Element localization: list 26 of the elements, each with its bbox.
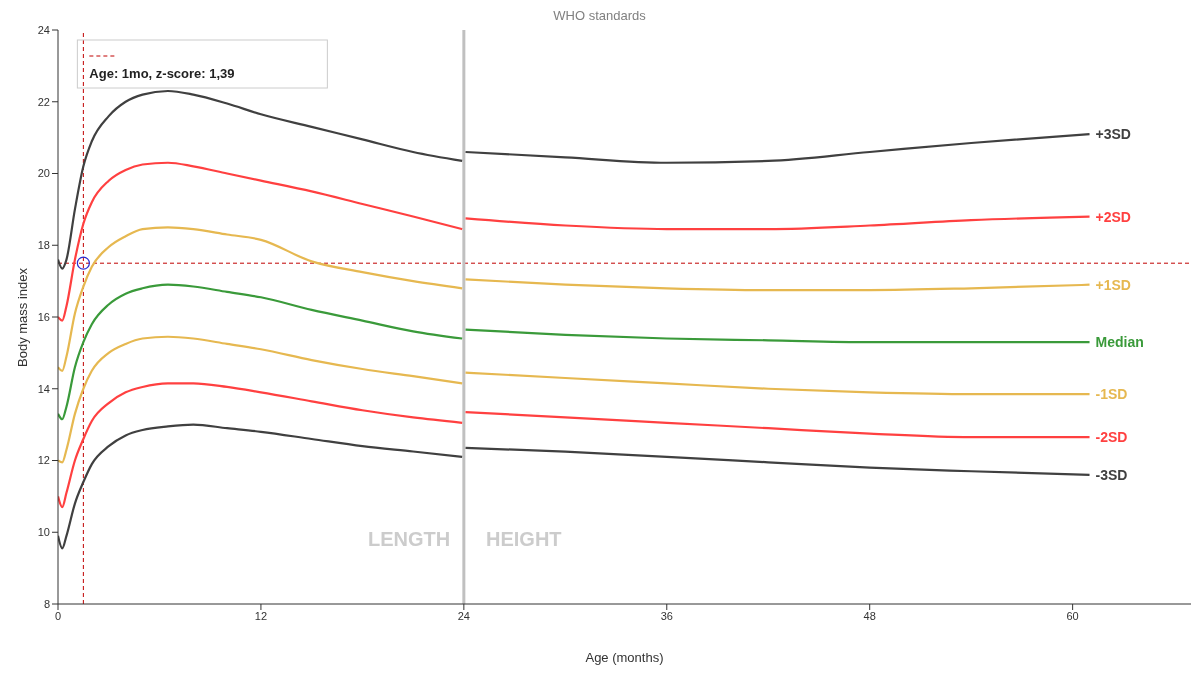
- chart-title: WHO standards: [552, 8, 647, 23]
- x-tick-label: 0: [54, 609, 62, 622]
- y-tick-label: 22: [37, 95, 50, 108]
- y-tick-label: 8: [43, 597, 50, 610]
- y-tick-label: 24: [37, 23, 50, 36]
- y-tick-label: 16: [37, 310, 50, 323]
- series-label: -3SD: [1095, 466, 1128, 483]
- series-label: +1SD: [1095, 276, 1131, 293]
- y-tick-label: 20: [37, 167, 50, 180]
- series-label: Median: [1095, 334, 1144, 351]
- y-axis-title: Body mass index: [14, 267, 30, 367]
- y-tick-label: 18: [37, 239, 50, 252]
- x-axis-title: Age (months): [585, 650, 664, 665]
- series-label: -1SD: [1095, 386, 1128, 403]
- y-tick-label: 14: [37, 382, 50, 395]
- x-tick-label: 12: [254, 609, 268, 622]
- x-tick-label: 24: [457, 609, 470, 622]
- series-label: +3SD: [1095, 126, 1131, 143]
- y-tick-label: 10: [37, 526, 50, 539]
- series-label: -2SD: [1095, 429, 1128, 446]
- y-tick-label: 12: [37, 454, 50, 467]
- x-tick-label: 60: [1066, 609, 1079, 622]
- x-tick-label: 36: [660, 609, 673, 622]
- ref-line-label: Age: 1mo, z-score: 1,39: [89, 66, 235, 81]
- series-label: +2SD: [1095, 208, 1131, 225]
- x-tick-label: 48: [863, 609, 876, 622]
